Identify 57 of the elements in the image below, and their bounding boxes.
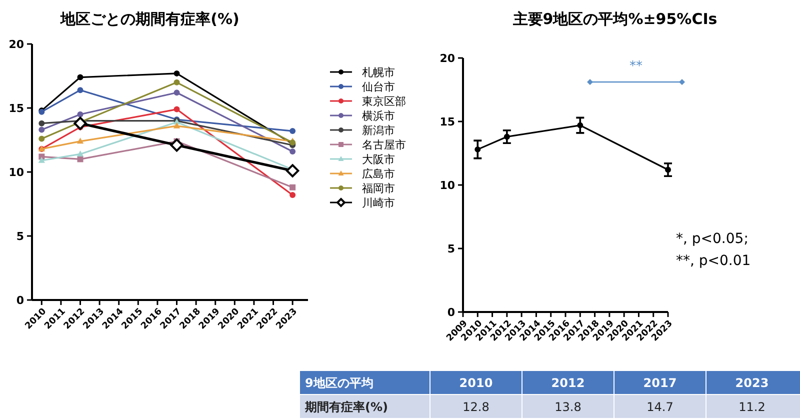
point: [76, 138, 84, 144]
text: 9地区の平均: [305, 376, 374, 390]
text: *, p<0.05;: [676, 231, 748, 247]
y-tick-label: 0: [16, 294, 24, 307]
point: [76, 150, 84, 156]
point: [173, 122, 180, 128]
y-tick-label: 10: [8, 166, 24, 179]
point: [174, 90, 180, 96]
y-tick-label: 0: [447, 306, 456, 319]
y-tick-label: 20: [8, 38, 24, 51]
legend-label: 名古屋市: [362, 138, 406, 152]
point: [38, 120, 45, 126]
data-label: 12.8: [462, 400, 490, 414]
y-tick-label: 15: [8, 102, 24, 115]
category-label: 2023: [735, 376, 769, 390]
chart-title: 主要9地区の平均%±95%CIs: [512, 10, 718, 28]
legend-label: 新潟市: [362, 124, 395, 137]
category-label: 2012: [551, 376, 585, 390]
y-tick-label: 15: [440, 116, 455, 128]
point: [77, 111, 84, 118]
legend-label: 仙台市: [362, 80, 395, 94]
point: [174, 106, 180, 112]
y-tick-label: 5: [447, 242, 455, 256]
point: [38, 126, 45, 133]
text: 期間有症率(%): [304, 400, 388, 414]
point: [38, 136, 45, 142]
point: [290, 192, 296, 198]
category-label: 2017: [643, 376, 677, 390]
legend-label: 東京区部: [362, 95, 406, 108]
annotation: **: [630, 59, 643, 74]
point: [290, 128, 296, 134]
text: **, p<0.01: [676, 253, 751, 269]
point: [170, 138, 184, 152]
y-tick-label: 5: [16, 230, 24, 243]
y-tick-label: 10: [440, 179, 456, 192]
point: [174, 70, 180, 76]
point: [286, 164, 300, 178]
point: [290, 184, 296, 190]
category-label: 2010: [459, 376, 493, 390]
legend-label: 川崎市: [362, 196, 395, 210]
y-tick-label: 20: [440, 52, 456, 65]
legend-label: 広島市: [362, 168, 395, 180]
point: [77, 156, 84, 162]
point: [74, 116, 87, 130]
data-label: 14.7: [646, 400, 674, 414]
point: [174, 79, 180, 86]
point: [290, 148, 296, 155]
data-label: 11.2: [738, 400, 766, 414]
chart-title: 地区ごとの期間有症率(%): [60, 10, 240, 28]
legend-label: 横浜市: [362, 110, 395, 122]
point: [38, 156, 45, 163]
point: [77, 87, 84, 94]
point: [77, 74, 84, 80]
legend-label: 大阪市: [362, 153, 395, 166]
legend-label: 福岡市: [362, 182, 395, 195]
legend-label: 札幌市: [362, 66, 395, 79]
data-label: 13.8: [554, 400, 582, 414]
